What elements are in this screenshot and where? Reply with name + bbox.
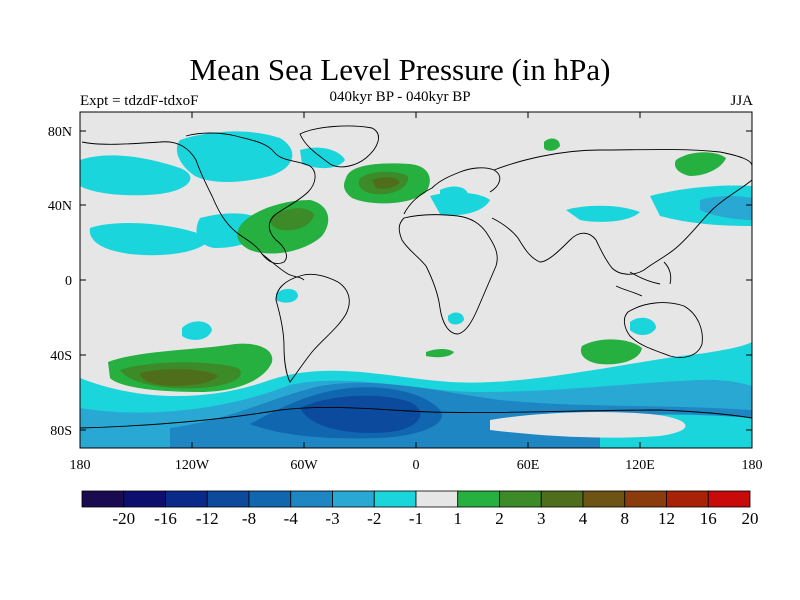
colorbar-swatch (206, 490, 250, 508)
colorbar-label: 20 (742, 509, 759, 528)
colorbar-label: -4 (284, 509, 299, 528)
colorbar-label: -16 (154, 509, 177, 528)
lat-axis (80, 130, 752, 431)
africa-cyan-blob (448, 312, 464, 325)
europe-cyan (430, 192, 490, 216)
colorbar-label: -1 (409, 509, 423, 528)
lon-tick-label: 180 (70, 458, 91, 473)
colorbar-label: 8 (621, 509, 630, 528)
lon-tick-label: 180 (742, 458, 763, 473)
colorbar-swatch (332, 490, 375, 508)
colorbar-swatch (165, 490, 208, 508)
lon-axis (191, 112, 641, 448)
south-pacific-cyan-blob (182, 321, 212, 340)
colorbar-swatch (123, 490, 166, 508)
north-america-coast (81, 132, 316, 265)
colorbar-label: 12 (658, 509, 675, 528)
colorbar-label: 2 (495, 509, 504, 528)
southeast-asia-islands (615, 261, 672, 297)
lon-tick-label: 60E (517, 458, 540, 473)
colorbar-label: 1 (454, 509, 463, 528)
colorbar-swatch (499, 490, 542, 508)
pacific-cyan-blob (630, 317, 656, 335)
colorbar-label: -20 (112, 509, 135, 528)
africa-coast (398, 214, 498, 335)
mediterranean-cyan (440, 186, 468, 199)
southern-ocean-low-core (300, 395, 421, 433)
arctic-small-high (544, 138, 560, 151)
siberia-high (674, 152, 726, 176)
colorbar-swatch (415, 490, 459, 508)
indian-ocean-high (580, 339, 642, 365)
south-america-coast (275, 273, 350, 383)
colorbar-swatch (540, 490, 584, 508)
colorbar-swatch (290, 490, 333, 508)
colorbar-swatch (81, 490, 125, 508)
colorbar-swatch (624, 490, 667, 508)
colorbar: -20 -16 -12 -8 -4 -3 -2 -1 1 2 3 4 8 12 16 20 (81, 490, 759, 528)
australia-coast (623, 302, 703, 358)
colorbar-label: -2 (367, 509, 381, 528)
lat-tick-label: 80N (48, 125, 72, 140)
europe-coast (403, 167, 501, 215)
colorbar-label: -8 (242, 509, 256, 528)
lat-tick-label: 40N (48, 199, 72, 214)
colorbar-swatch (666, 490, 709, 508)
iceland-high-core (372, 177, 400, 189)
central-america-coast (261, 253, 305, 281)
north-pacific-blue-east (700, 196, 752, 220)
coastlines (80, 125, 752, 429)
colorbar-label: 16 (700, 509, 717, 528)
lon-tick-label: 120W (175, 458, 210, 473)
experiment-label: Expt = tdzdF-tdxoF (80, 93, 199, 109)
south-america-cyan-blob (276, 288, 298, 303)
asia-coast (491, 149, 752, 275)
antarctica-coast (80, 406, 752, 429)
south-atlantic-small-high (426, 349, 454, 358)
east-pacific-cyan (89, 223, 210, 256)
lon-tick-label: 60W (290, 458, 318, 473)
colorbar-label: -3 (325, 509, 339, 528)
colorbar-swatch (373, 490, 417, 508)
colorbar-label: 4 (579, 509, 588, 528)
colorbar-swatch (707, 490, 751, 508)
lon-tick-label: 0 (413, 458, 420, 473)
colorbar-swatch (582, 490, 626, 508)
lat-tick-label: 40S (50, 349, 72, 364)
east-asia-cyan (566, 205, 640, 222)
west-atlantic-high-inner (270, 208, 314, 231)
colorbar-swatch (457, 490, 500, 508)
lon-tick-label: 120E (625, 458, 655, 473)
lat-tick-label: 0 (65, 274, 72, 289)
greenland-coast (299, 125, 379, 168)
season-label: JJA (730, 93, 753, 109)
colorbar-label: -12 (196, 509, 219, 528)
pressure-field (80, 112, 752, 448)
antarctic-light (490, 412, 686, 438)
south-pacific-high-core (140, 369, 218, 386)
lat-tick-label: 80S (50, 424, 72, 439)
colorbar-label: 3 (537, 509, 546, 528)
period-label: 040kyr BP - 040kyr BP (329, 89, 471, 105)
map-title: Mean Sea Level Pressure (in hPa) (189, 52, 611, 87)
north-pacific-cyan-west (80, 155, 191, 196)
colorbar-swatch (248, 490, 292, 508)
